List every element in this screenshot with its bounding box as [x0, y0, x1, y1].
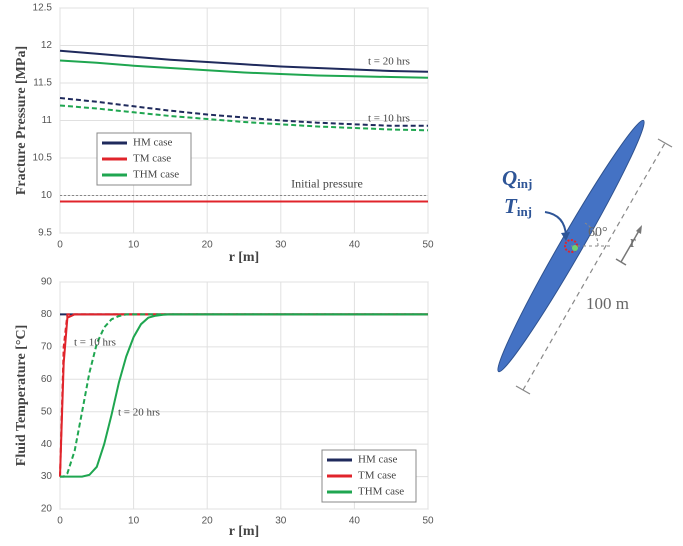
x-tick-label: 40 — [349, 516, 361, 527]
y-tick-label: 20 — [41, 504, 53, 515]
temp-symbol: T — [504, 194, 518, 218]
y-tick-label: 11 — [42, 115, 53, 126]
x-tick-label: 50 — [422, 240, 434, 251]
y-tick-label: 12.5 — [33, 3, 53, 14]
y-tick-label: 50 — [41, 406, 53, 417]
diagram: Qinj Tinj 60° r 100 m — [497, 119, 673, 395]
y-tick-label: 10.5 — [33, 153, 53, 164]
rate-label: Qinj — [502, 166, 532, 191]
y-tick-label: 60 — [41, 374, 53, 385]
annotation: t = 10 hrs — [368, 113, 410, 125]
y-axis-label: Fluid Temperature [°C] — [14, 325, 29, 466]
annotation: t = 10 hrs — [74, 337, 116, 349]
length-end — [515, 385, 531, 395]
y-tick-label: 40 — [41, 439, 53, 450]
y-tick-label: 70 — [41, 341, 53, 352]
legend-label: THM case — [358, 486, 404, 498]
angle-arc — [584, 222, 599, 247]
length-line — [522, 142, 666, 391]
series-line — [60, 313, 428, 478]
r-arrow — [620, 228, 641, 263]
y-tick-label: 9.5 — [38, 228, 52, 239]
legend-label: HM case — [358, 454, 398, 466]
x-tick-label: 0 — [57, 240, 63, 251]
y-axis-label: Fracture Pressure [MPa] — [14, 46, 29, 195]
x-axis-label: r [m] — [229, 524, 259, 539]
legend-label: THM case — [133, 169, 179, 181]
x-tick-label: 0 — [57, 516, 63, 527]
x-tick-label: 30 — [275, 240, 287, 251]
series-line — [60, 313, 428, 478]
x-tick-label: 10 — [128, 240, 140, 251]
annotation: t = 20 hrs — [368, 56, 410, 68]
x-tick-label: 50 — [422, 516, 434, 527]
temp-label: Tinj — [504, 194, 532, 219]
annotation: t = 20 hrs — [118, 407, 160, 419]
angle-label: 60° — [588, 225, 608, 240]
y-tick-label: 12 — [41, 40, 53, 51]
y-tick-label: 10 — [41, 190, 53, 201]
monitor-point — [572, 245, 578, 251]
length-label: 100 m — [586, 294, 629, 313]
legend-label: HM case — [133, 137, 173, 149]
legend-label: TM case — [133, 153, 171, 165]
y-tick-label: 90 — [41, 277, 53, 288]
x-tick-label: 40 — [349, 240, 361, 251]
reference-label: Initial pressure — [291, 176, 363, 190]
y-tick-label: 11.5 — [33, 78, 52, 89]
chart: 9.5 10 10.5 11 11.5 12 12.5 0 10 20 30 40 50 r [m] Fra… — [14, 3, 434, 266]
r-head — [636, 225, 642, 234]
x-tick-label: 10 — [128, 516, 140, 527]
x-tick-label: 20 — [202, 240, 214, 251]
chart: 20 30 40 50 60 70 80 90 0 10 20 30 40 50 r [m] Fluid Te… — [14, 277, 434, 540]
series-line — [59, 49, 429, 73]
rate-symbol: Q — [502, 166, 517, 190]
rate-sub: inj — [517, 176, 532, 191]
legend-label: TM case — [358, 470, 396, 482]
y-tick-label: 80 — [41, 309, 53, 320]
y-tick-label: 30 — [41, 471, 53, 482]
inj-head — [561, 232, 570, 241]
x-tick-label: 20 — [202, 516, 214, 527]
r-label: r — [630, 232, 636, 251]
series-line — [59, 59, 429, 79]
inj-arrow — [544, 211, 567, 237]
length-end — [657, 138, 673, 148]
series-line — [59, 104, 429, 132]
x-tick-label: 30 — [275, 516, 287, 527]
temp-sub: inj — [517, 204, 532, 219]
series-line — [59, 97, 428, 127]
x-axis-label: r [m] — [229, 250, 259, 265]
r-tick — [615, 258, 627, 266]
